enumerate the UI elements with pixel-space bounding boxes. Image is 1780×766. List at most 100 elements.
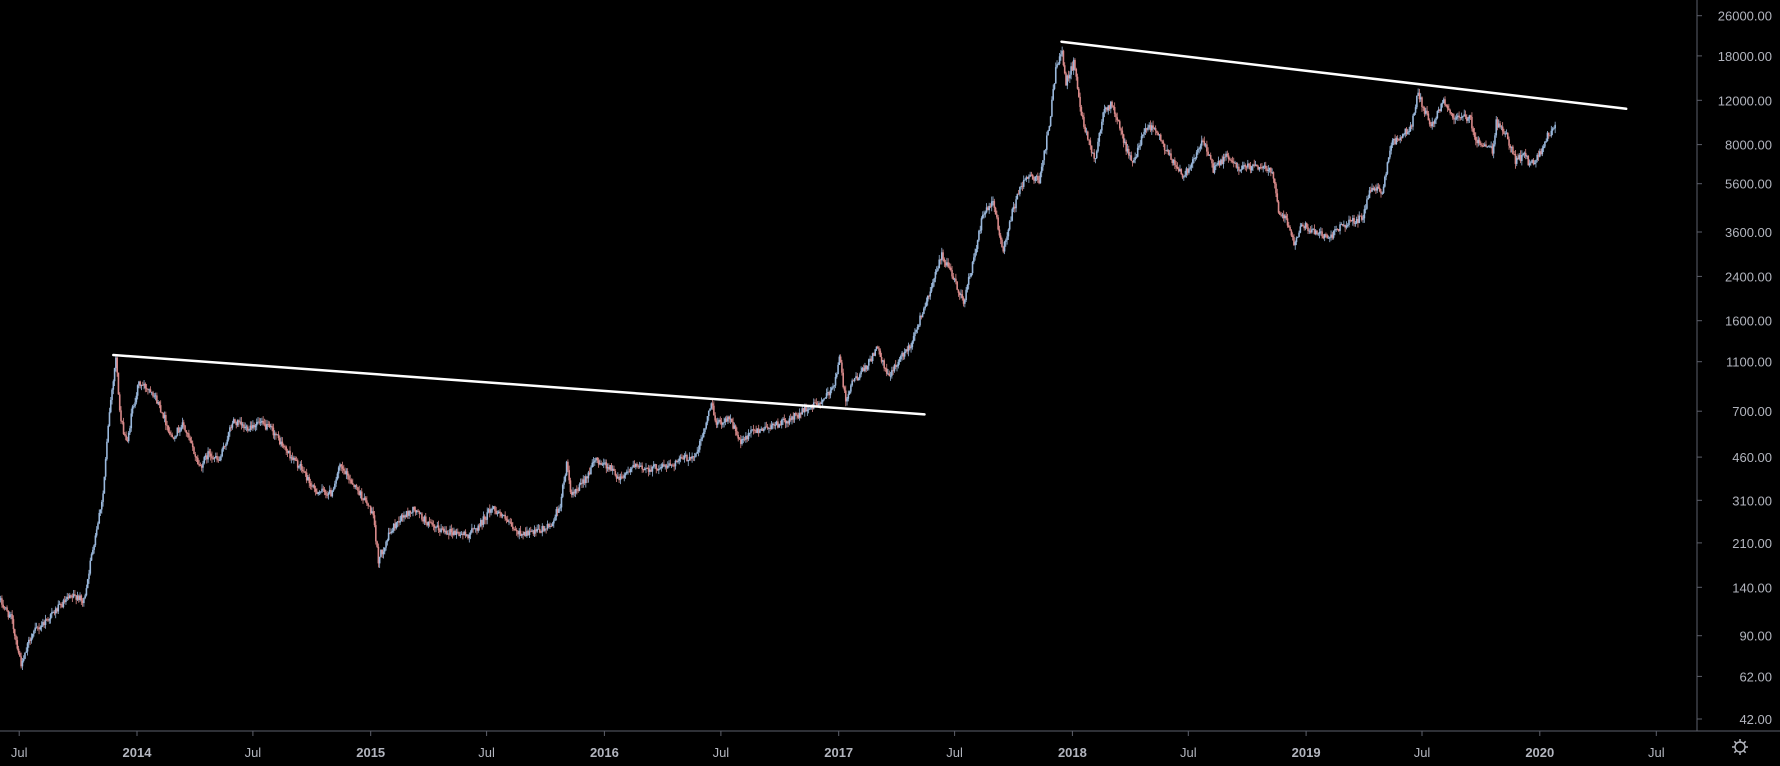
candle-612 — [783, 414, 786, 423]
candle-body — [186, 433, 189, 434]
candle-917 — [1174, 157, 1176, 169]
candle-body — [1038, 180, 1040, 184]
candle-624 — [798, 408, 801, 421]
candle-body — [90, 554, 93, 561]
candle-104 — [133, 403, 135, 409]
candle-604 — [773, 422, 775, 429]
candle-body — [693, 456, 696, 458]
candle-195 — [249, 421, 252, 432]
candle-315 — [403, 511, 405, 522]
candle-body — [1458, 115, 1460, 118]
candle-796 — [1019, 186, 1021, 197]
candle-1023 — [1309, 226, 1312, 234]
candle-367 — [469, 530, 472, 540]
candle-102 — [130, 408, 133, 432]
candle-body — [480, 519, 482, 527]
candle-body — [606, 466, 609, 469]
candle-688 — [880, 352, 883, 364]
candle-body — [1299, 226, 1302, 233]
candle-717 — [917, 323, 920, 330]
candle-404 — [517, 530, 519, 538]
candle-763 — [976, 239, 979, 253]
candle-body — [567, 461, 569, 471]
candle-body — [1405, 128, 1408, 135]
candle-body — [833, 385, 836, 387]
candle-324 — [414, 506, 417, 516]
candle-1204 — [1541, 145, 1544, 157]
candle-406 — [519, 525, 522, 537]
candle-150 — [191, 440, 194, 451]
trendline-1[interactable] — [112, 353, 926, 416]
candle-920 — [1177, 166, 1180, 173]
candle-1081 — [1384, 175, 1386, 188]
candle-351 — [449, 525, 451, 537]
trendline-2[interactable] — [1060, 40, 1628, 111]
candle-807 — [1033, 176, 1035, 184]
candle-819 — [1048, 125, 1051, 132]
candle-body — [492, 506, 495, 509]
candle-body — [476, 528, 478, 531]
time-axis[interactable]: Jul 2014 Jul 2015 Jul 2016 Jul 2017 Jul 2018 Jul 20… — [0, 730, 1780, 761]
candle-body — [641, 465, 643, 470]
chart-settings-gear-icon[interactable] — [1732, 739, 1748, 755]
candle-body — [782, 418, 784, 421]
candle-1061 — [1358, 211, 1361, 224]
candle-1128 — [1444, 96, 1446, 107]
candle-body — [943, 259, 946, 263]
candle-1097 — [1404, 128, 1407, 138]
candle-body — [634, 463, 637, 467]
candle-body — [1528, 163, 1531, 166]
candle-body — [21, 660, 24, 667]
candle-701 — [897, 359, 900, 369]
candle-989 — [1266, 165, 1268, 173]
candle-body — [1133, 159, 1135, 163]
candle-672 — [860, 366, 862, 378]
candle-body — [1221, 159, 1224, 164]
candle-405 — [518, 528, 521, 540]
candle-890 — [1139, 140, 1142, 150]
candle-759 — [971, 260, 974, 276]
candle-body — [336, 473, 339, 480]
candle-1164 — [1490, 141, 1492, 149]
candle-103 — [131, 404, 134, 417]
candle-body — [1035, 176, 1038, 177]
trendlines-layer[interactable] — [112, 40, 1628, 416]
candle-457 — [585, 474, 587, 488]
candle-body — [992, 201, 994, 202]
candle-body — [268, 424, 271, 428]
candle-body — [1485, 144, 1487, 147]
candle-body — [1279, 212, 1281, 215]
candle-body — [106, 441, 108, 460]
candle-body — [938, 259, 941, 269]
candle-body — [66, 596, 69, 600]
candle-body — [573, 491, 576, 494]
price-axis[interactable]: 42.0062.0090.00140.00210.00310.00460.007… — [1696, 0, 1780, 761]
candle-20 — [25, 647, 28, 653]
candle-body — [1341, 224, 1344, 226]
candle-288 — [368, 505, 371, 507]
candle-body — [928, 295, 930, 297]
candle-1095 — [1401, 133, 1404, 139]
candle-1125 — [1440, 102, 1442, 113]
candle-body — [1320, 231, 1322, 233]
candle-body — [81, 600, 84, 604]
candle-body — [1394, 138, 1396, 145]
candle-642 — [821, 399, 824, 407]
candle-219 — [280, 436, 282, 448]
candle-body — [731, 418, 733, 423]
candle-body — [503, 514, 505, 516]
candle-211 — [270, 423, 272, 430]
candle-body — [1033, 179, 1035, 181]
time-tick-label: Jul — [1648, 745, 1665, 760]
time-tick-label: 2015 — [356, 745, 385, 760]
candle-body — [1147, 127, 1149, 130]
candle-1067 — [1366, 195, 1368, 210]
candle-body — [1063, 65, 1066, 74]
candle-body — [1019, 186, 1021, 194]
candle-1124 — [1439, 108, 1441, 113]
candle-body — [40, 625, 43, 628]
candle-453 — [579, 478, 582, 486]
candle-1174 — [1503, 128, 1505, 135]
